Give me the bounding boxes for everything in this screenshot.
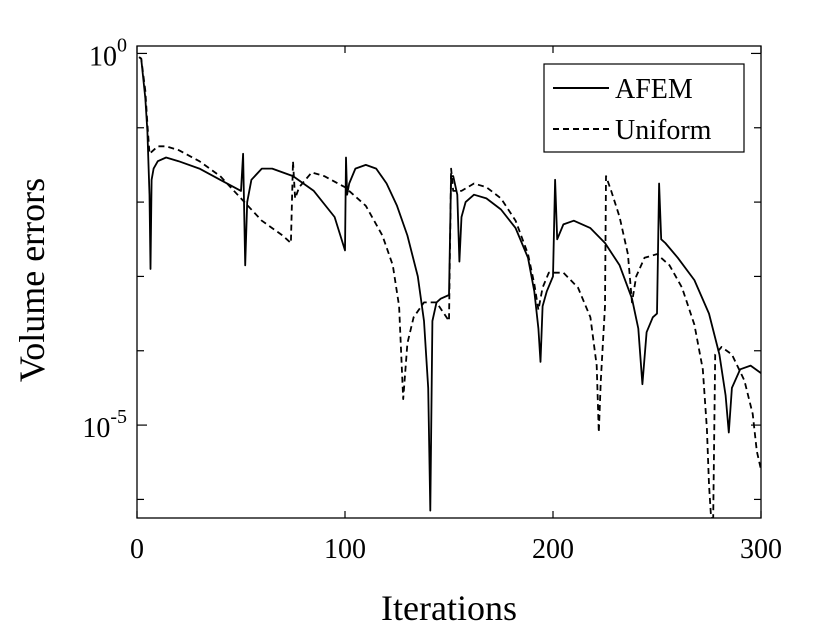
x-tick-label: 0 (130, 534, 144, 565)
y-tick-label: 10-5 (82, 406, 127, 444)
series-line-uniform (138, 56, 761, 518)
x-axis-label: Iterations (381, 588, 517, 628)
series-line-afem (138, 56, 761, 512)
legend-label-afem: AFEM (615, 74, 693, 105)
legend-box (543, 63, 745, 153)
y-tick-label: 100 (89, 34, 127, 72)
legend: AFEM Uniform (543, 63, 745, 153)
axes-box (136, 45, 762, 519)
axis-ticks: 0 100 200 300 100 10-5 (82, 34, 782, 565)
series-lines (138, 56, 761, 518)
x-tick-label: 200 (532, 534, 574, 565)
legend-label-uniform: Uniform (615, 115, 712, 146)
x-tick-label: 300 (740, 534, 782, 565)
y-axis-label: Volume errors (12, 178, 52, 382)
x-tick-label: 100 (324, 534, 366, 565)
